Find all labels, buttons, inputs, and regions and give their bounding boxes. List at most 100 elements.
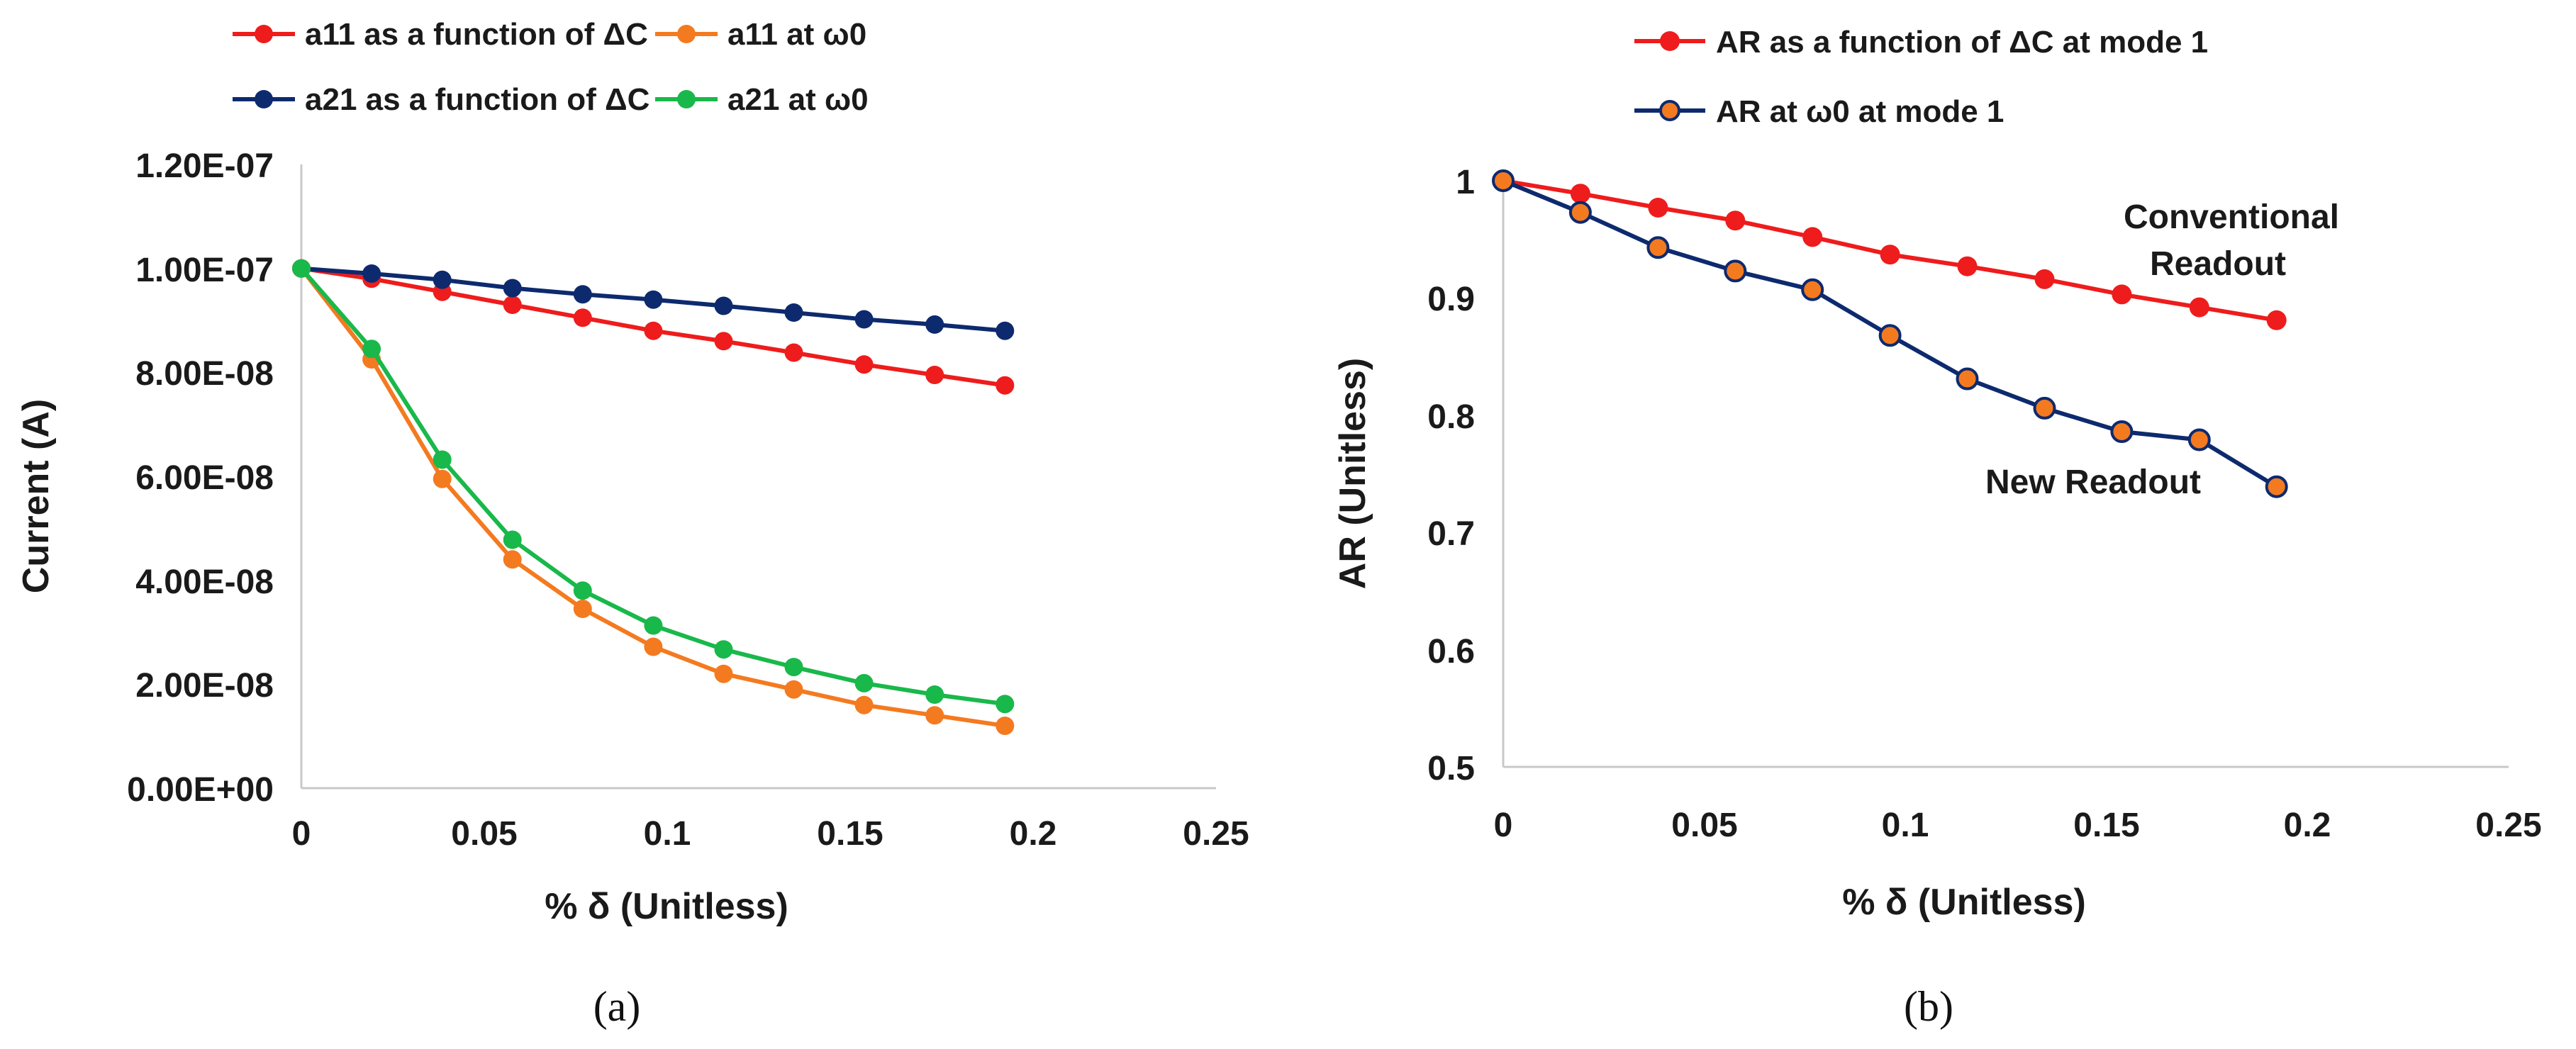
panel-a-point-a21-as-a-function-of-c-9	[925, 315, 944, 334]
x-tick-label: 0.05	[451, 815, 517, 853]
panel-a-label: (a)	[593, 983, 641, 1030]
legend-marker	[677, 90, 696, 108]
panel-b-point-ar-at-0-at-mode-1-4	[1801, 278, 1824, 301]
y-tick-label: 0.9	[1427, 281, 1475, 318]
y-tick-label: 0.8	[1427, 398, 1475, 436]
panel-b-plot-area	[1492, 169, 2288, 498]
x-tick-label: 0.25	[2475, 807, 2541, 844]
panel-a-chart: a11 as a function of ΔC a11 at ω0 a21 as…	[16, 17, 1249, 1030]
panel-a-point-a11-at-0-7	[784, 680, 803, 699]
y-tick-label: 1.20E-07	[135, 147, 274, 185]
y-tick-label: 6.00E-08	[135, 459, 274, 497]
panel-a-point-a21-as-a-function-of-c-5	[644, 290, 663, 309]
legend-label: a21 at ω0	[727, 82, 869, 117]
y-tick-label: 8.00E-08	[135, 355, 274, 393]
annotation-conventional: Conventional	[2124, 198, 2339, 236]
y-tick-label: 0.7	[1427, 515, 1475, 553]
panel-a-point-a21-as-a-function-of-c-3	[503, 279, 522, 298]
panel-a-point-a11-at-0-3	[503, 550, 522, 569]
legend-marker	[255, 90, 273, 108]
panel-a-point-a21-at-0-2	[433, 450, 452, 469]
panel-a-point-a21-as-a-function-of-c-6	[714, 296, 733, 315]
panel-a-point-a11-as-a-function-of-c-10	[996, 376, 1015, 395]
panel-b-point-ar-at-0-at-mode-1-10	[2265, 475, 2288, 498]
panel-a-point-a11-at-0-2	[433, 469, 452, 488]
legend-label: AR at ω0 at mode 1	[1716, 94, 2004, 129]
panel-a-y-ticks: 0.00E+00 2.00E-08 4.00E-08 6.00E-08 8.00…	[127, 147, 274, 809]
panel-b-point-ar-as-a-function-of-c-at-mode-1-10	[2266, 310, 2287, 330]
panel-a-point-a21-at-0-10	[996, 695, 1015, 714]
legend-item-a21-deltac: a21 as a function of ΔC	[233, 82, 649, 117]
x-tick-label: 0.05	[1671, 807, 1737, 844]
annotation-new-readout: New Readout	[1985, 464, 2201, 501]
panel-b-point-ar-at-0-at-mode-1-5	[1878, 324, 1902, 347]
panel-a-point-a11-at-0-4	[573, 600, 592, 618]
panel-a-x-axis-title: % δ (Unitless)	[545, 886, 788, 927]
panel-b-point-ar-as-a-function-of-c-at-mode-1-4	[1802, 227, 1823, 247]
panel-b-label: (b)	[1904, 983, 1953, 1030]
panel-b-point-ar-as-a-function-of-c-at-mode-1-1	[1570, 184, 1590, 204]
panel-a-point-a21-as-a-function-of-c-7	[784, 303, 803, 322]
legend-item-a21-w0: a21 at ω0	[655, 82, 869, 117]
panel-a-x-ticks: 0 0.05 0.1 0.15 0.2 0.25	[292, 815, 1249, 853]
panel-a-point-a11-as-a-function-of-c-6	[714, 332, 733, 351]
panel-b-point-ar-at-0-at-mode-1-9	[2187, 428, 2211, 451]
panel-a-point-a11-as-a-function-of-c-8	[854, 355, 874, 374]
annotation-readout: Readout	[2150, 245, 2286, 283]
panel-b-point-ar-at-0-at-mode-1-3	[1724, 259, 1747, 283]
panel-a-point-a11-at-0-6	[714, 664, 733, 683]
panel-a-point-a21-as-a-function-of-c-2	[433, 270, 452, 289]
y-tick-label: 1.00E-07	[135, 252, 274, 289]
panel-a-point-a21-at-0-9	[925, 685, 944, 704]
panel-a-point-a11-at-0-9	[925, 706, 944, 725]
x-tick-label: 0.25	[1183, 815, 1249, 853]
panel-a-point-a21-as-a-function-of-c-8	[854, 310, 874, 329]
y-tick-label: 0.5	[1427, 750, 1475, 787]
panel-a-point-a21-at-0-3	[503, 530, 522, 549]
panel-a-point-a11-at-0-10	[996, 717, 1015, 735]
panel-a-point-a21-at-0-5	[644, 616, 663, 635]
panel-a-point-a11-at-0-5	[644, 637, 663, 656]
panel-a-legend: a11 as a function of ΔC a11 at ω0 a21 as…	[233, 17, 869, 117]
panel-a-point-a21-at-0-7	[784, 658, 803, 677]
panel-b-point-ar-at-0-at-mode-1-0	[1492, 169, 1515, 192]
panel-b-point-ar-at-0-at-mode-1-2	[1646, 236, 1670, 259]
panel-b-legend: AR as a function of ΔC at mode 1 AR at ω…	[1634, 25, 2208, 129]
legend-marker	[677, 25, 696, 43]
panel-b-point-ar-as-a-function-of-c-at-mode-1-5	[1880, 245, 1900, 265]
legend-item-a11-w0: a11 at ω0	[655, 17, 866, 52]
panel-a-plot-area	[292, 259, 1015, 735]
panel-a-y-axis-title: Current (A)	[16, 399, 57, 593]
y-tick-label: 4.00E-08	[135, 563, 274, 601]
panel-b-point-ar-as-a-function-of-c-at-mode-1-2	[1648, 198, 1668, 218]
panel-a-point-a21-at-0-4	[573, 581, 592, 600]
x-tick-label: 0.15	[2073, 807, 2139, 844]
panel-b-x-ticks: 0 0.05 0.1 0.15 0.2 0.25	[1494, 807, 2542, 844]
y-tick-label: 0.00E+00	[127, 771, 274, 809]
legend-item-ar-deltac: AR as a function of ΔC at mode 1	[1634, 25, 2208, 60]
panel-b-point-ar-at-0-at-mode-1-1	[1568, 201, 1592, 224]
panel-b-point-ar-as-a-function-of-c-at-mode-1-8	[2112, 284, 2132, 305]
panel-b-point-ar-as-a-function-of-c-at-mode-1-6	[1957, 256, 1978, 276]
legend-marker	[255, 25, 273, 43]
legend-marker	[1660, 31, 1680, 51]
legend-label: a21 as a function of ΔC	[305, 82, 649, 117]
panel-b-chart: AR as a function of ΔC at mode 1 AR at ω…	[1332, 25, 2542, 1030]
legend-label: a11 as a function of ΔC	[305, 17, 648, 52]
legend-item-ar-w0: AR at ω0 at mode 1	[1634, 94, 2004, 129]
panel-b-point-ar-at-0-at-mode-1-6	[1956, 367, 1979, 391]
y-tick-label: 1	[1456, 164, 1475, 201]
panel-a-point-a11-as-a-function-of-c-7	[784, 343, 803, 362]
legend-label: AR as a function of ΔC at mode 1	[1716, 25, 2208, 60]
y-tick-label: 0.6	[1427, 633, 1475, 671]
x-tick-label: 0.2	[1010, 815, 1057, 853]
panel-a-point-a11-as-a-function-of-c-3	[503, 296, 522, 314]
x-tick-label: 0.15	[817, 815, 883, 853]
panel-b-point-ar-at-0-at-mode-1-8	[2110, 420, 2134, 443]
panel-a-point-a21-at-0-8	[854, 673, 874, 692]
panel-a-point-a11-as-a-function-of-c-5	[644, 321, 663, 340]
legend-marker	[1659, 100, 1680, 121]
panel-a-point-a11-as-a-function-of-c-4	[573, 308, 592, 327]
panel-b-point-ar-as-a-function-of-c-at-mode-1-3	[1725, 211, 1746, 231]
